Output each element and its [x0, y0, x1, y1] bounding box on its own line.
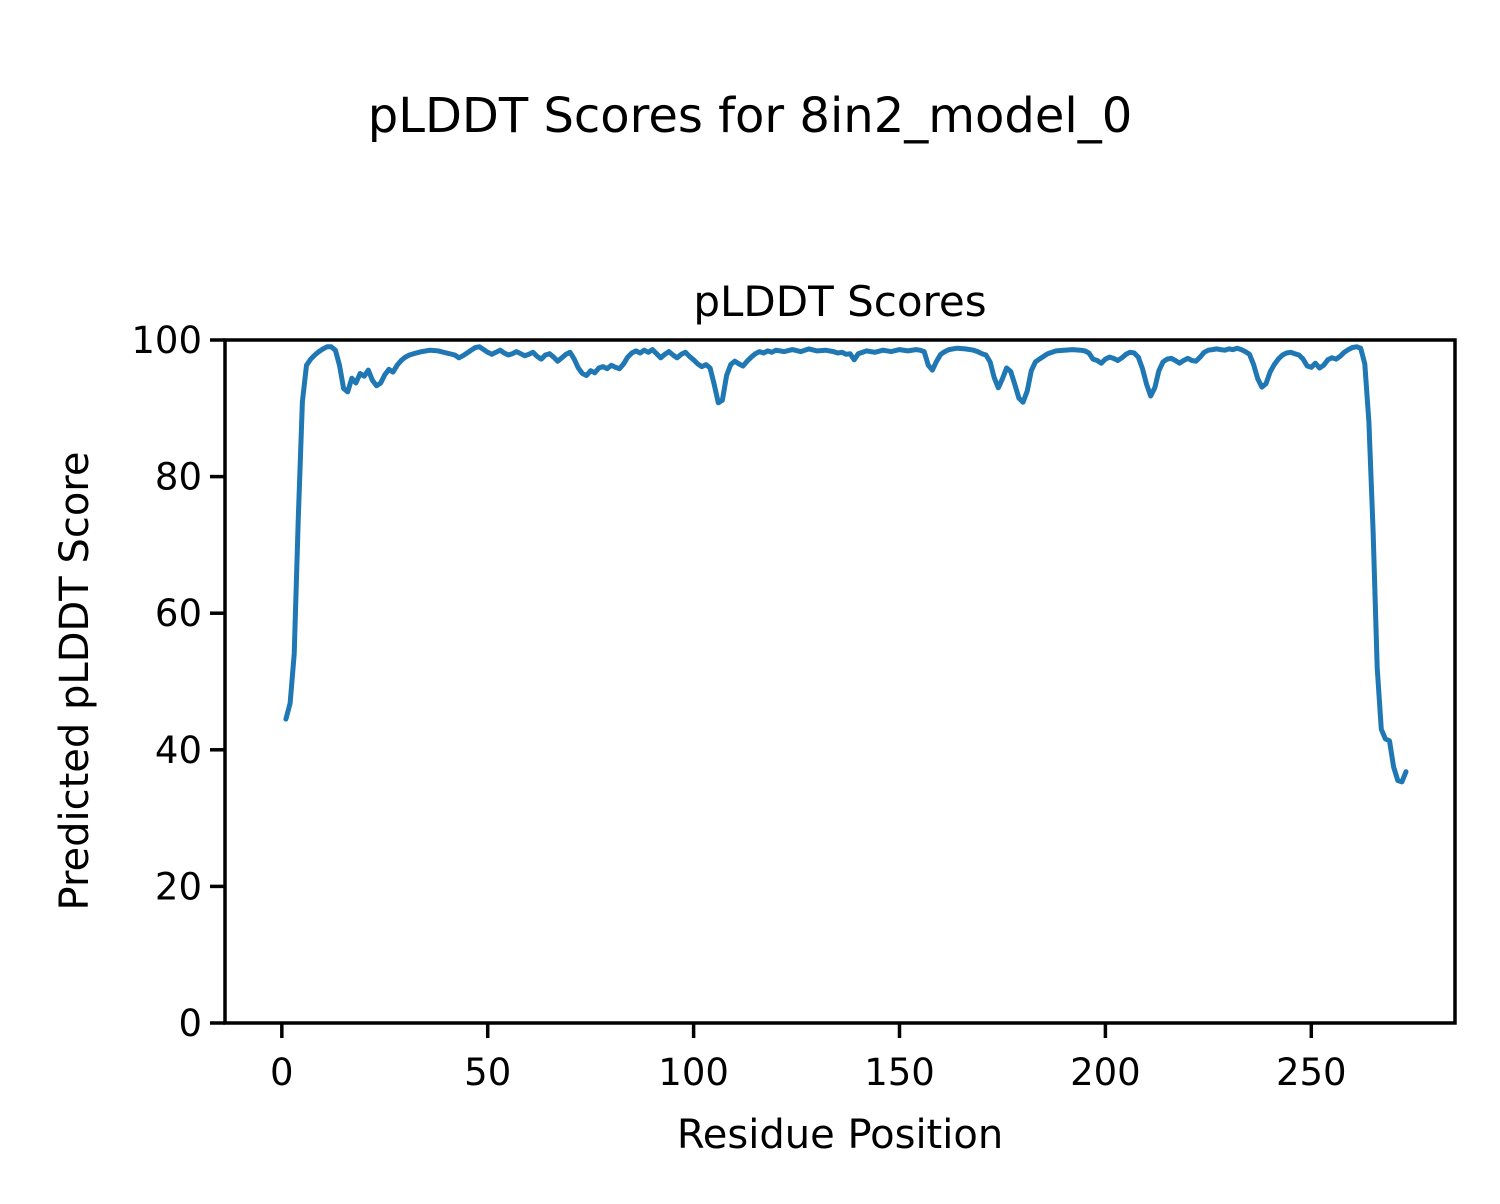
- figure-title: pLDDT Scores for 8in2_model_0: [368, 88, 1133, 144]
- y-tick-label: 40: [155, 729, 202, 772]
- y-tick-label: 20: [155, 865, 202, 908]
- x-tick-label: 0: [270, 1051, 294, 1094]
- x-tick-label: 100: [658, 1051, 729, 1094]
- x-tick-label: 250: [1276, 1051, 1347, 1094]
- x-tick-label: 150: [864, 1051, 935, 1094]
- y-tick-label: 60: [155, 592, 202, 635]
- x-axis-label: Residue Position: [677, 1112, 1003, 1158]
- y-axis-ticks: 0 20 40 60 80 100: [131, 319, 225, 1045]
- y-tick-label: 80: [155, 456, 202, 499]
- y-tick-label: 0: [178, 1002, 202, 1045]
- x-axis-ticks: 0 50 100 150 200 250: [270, 1023, 1347, 1094]
- y-axis-label: Predicted pLDDT Score: [52, 452, 98, 911]
- axes-title: pLDDT Scores: [693, 277, 986, 326]
- plddt-score-line: [283, 344, 1409, 785]
- y-tick-label: 100: [131, 319, 202, 362]
- plot-frame: [223, 338, 1457, 1025]
- x-tick-label: 50: [464, 1051, 511, 1094]
- x-tick-label: 200: [1070, 1051, 1141, 1094]
